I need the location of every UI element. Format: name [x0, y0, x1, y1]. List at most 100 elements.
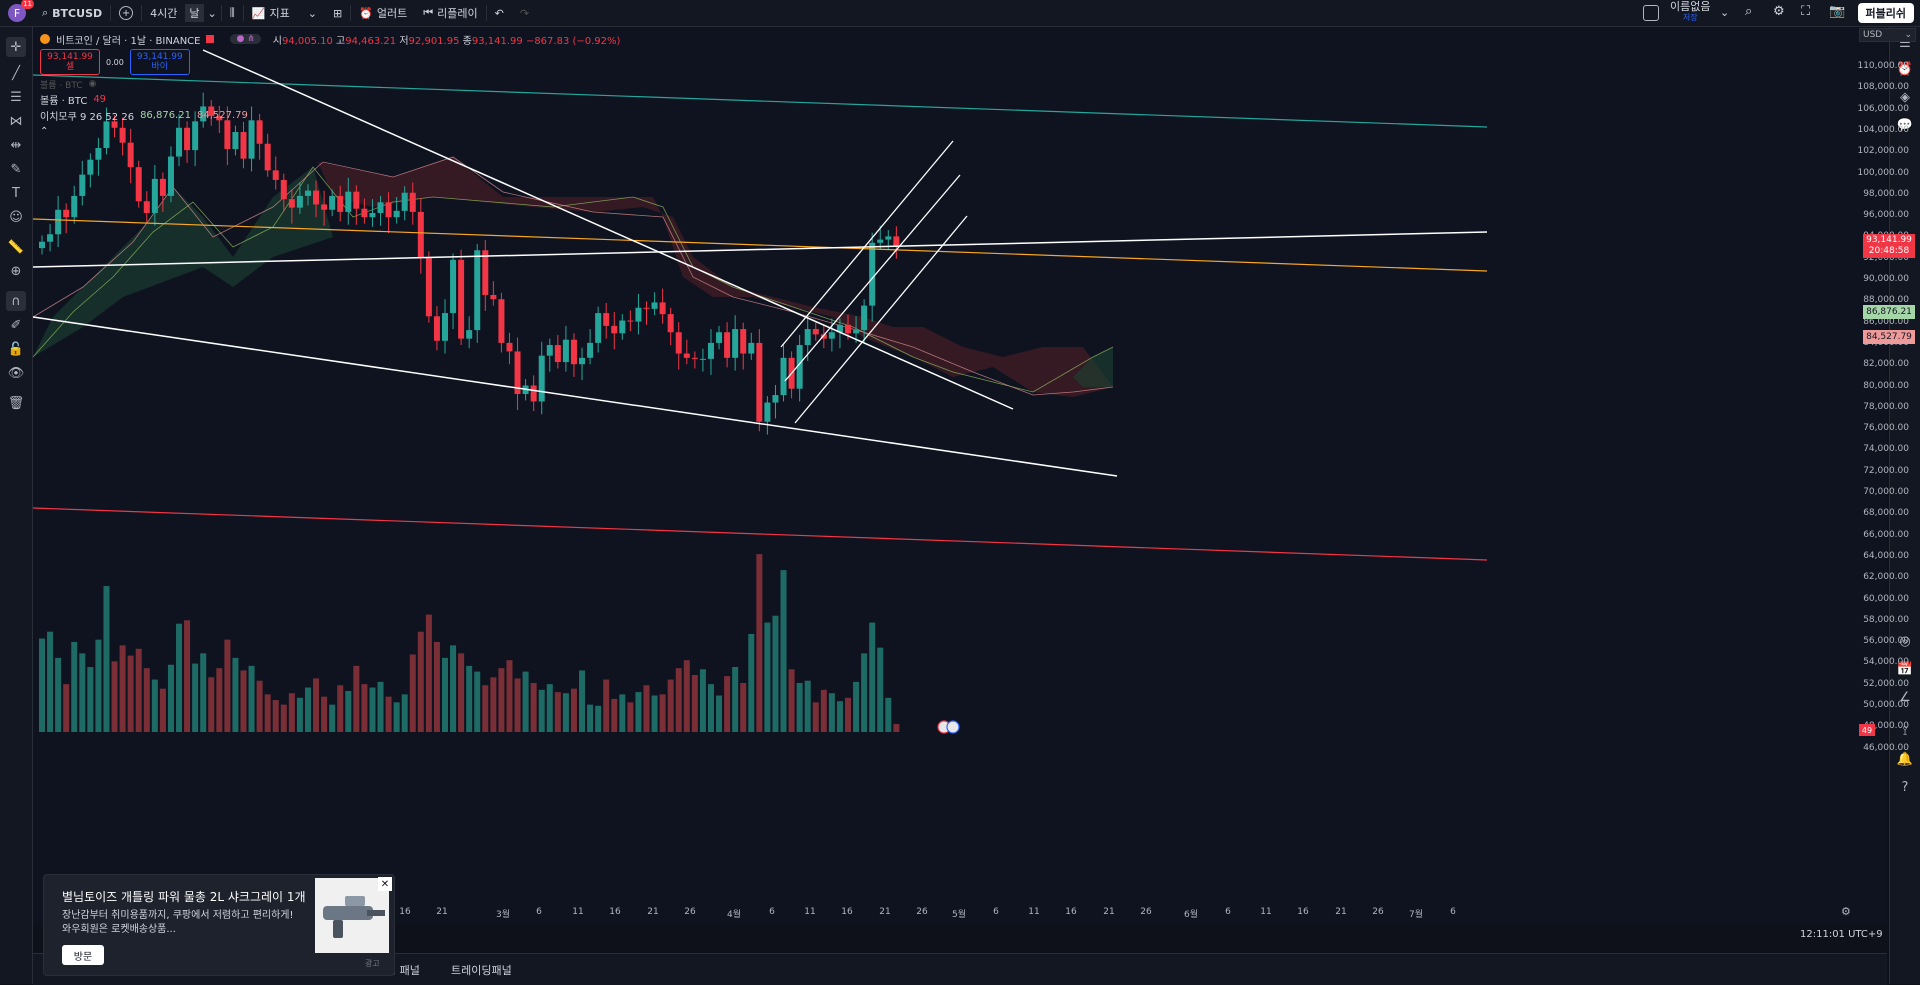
fullscreen-icon[interactable]: ⛶: [1801, 4, 1811, 19]
target-icon[interactable]: ◎: [1899, 633, 1911, 649]
trash-icon[interactable]: 🗑: [7, 395, 25, 411]
ad-title[interactable]: 별님토이즈 개틀링 파워 물총 2L 샤크그레이 1개: [62, 890, 306, 904]
chart-pane[interactable]: 비트코인 / 달러 · 1날 · BINANCE ● ⋔ 시94,005.10 …: [33, 27, 1916, 923]
interval-4h-button[interactable]: 4시간: [150, 7, 178, 20]
pattern-icon[interactable]: ⋈: [9, 113, 23, 129]
sell-button[interactable]: 93,141.99 셀: [40, 49, 100, 75]
templates-button[interactable]: ⊞: [325, 0, 350, 26]
user-avatar[interactable]: F 11: [8, 0, 34, 22]
ad-banner[interactable]: 별님토이즈 개틀링 파워 물총 2L 샤크그레이 1개 장난감부터 취미용품까지…: [43, 874, 395, 976]
alert-button[interactable]: ⏰ 얼러트: [351, 0, 415, 26]
alarm-clock-icon: ⏰: [359, 6, 373, 20]
brush-icon[interactable]: ✎: [10, 161, 22, 177]
eye-slash-icon[interactable]: ◉: [88, 79, 97, 89]
alerts-clock-icon[interactable]: ⏰: [1896, 61, 1914, 77]
lock-icon[interactable]: 🔓: [7, 341, 25, 357]
emoji-icon[interactable]: ☺: [9, 209, 23, 225]
price-tick: 48,000.00: [1863, 721, 1909, 732]
candle-body: [159, 178, 166, 196]
volume-bar: [546, 684, 553, 732]
layout-checkbox-icon[interactable]: [1643, 5, 1659, 21]
candle-body: [877, 239, 884, 243]
clock-label[interactable]: 12:11:01 UTC+9: [1800, 929, 1883, 940]
price-axis[interactable]: USD ⌄ 110,000.00 108,000.00 106,000.00 104,0…: [1855, 27, 1920, 907]
camera-icon[interactable]: 📷: [1829, 4, 1846, 19]
indicators-label: 지표: [269, 7, 290, 20]
volume-bar: [619, 694, 626, 732]
trendline-icon[interactable]: ╱: [12, 65, 20, 81]
price-tick: 54,000.00: [1863, 657, 1909, 668]
candle-body: [321, 204, 328, 210]
layers-icon[interactable]: ◈: [1900, 89, 1910, 105]
share-dots-icon[interactable]: ● ⋔: [230, 34, 261, 44]
watchlist-icon[interactable]: ☰: [1899, 35, 1911, 51]
chart-type-button[interactable]: ⫼: [222, 0, 243, 26]
candle-body: [377, 202, 384, 213]
candle-body: [764, 402, 771, 422]
zoom-in-icon[interactable]: ⊕: [10, 263, 22, 279]
settings-gear-icon[interactable]: ⚙: [1773, 4, 1785, 19]
candle-body: [691, 357, 698, 359]
help-icon[interactable]: ?: [1901, 779, 1909, 795]
crosshair-icon[interactable]: ✛: [6, 37, 26, 57]
candle-body: [699, 358, 706, 360]
currency-select[interactable]: USD ⌄: [1859, 28, 1916, 42]
indicators-button[interactable]: 📈 지표 ⌄: [244, 0, 325, 26]
ad-visit-button[interactable]: 방문: [62, 945, 104, 965]
price-tick: 72,000.00: [1863, 465, 1909, 476]
quick-search-icon[interactable]: ⌕: [1745, 4, 1753, 19]
text-icon[interactable]: T: [12, 185, 20, 201]
fib-icon[interactable]: ☰: [10, 89, 22, 105]
candle-body: [570, 339, 577, 365]
ruler-icon[interactable]: 📏: [7, 239, 25, 255]
volume-legend-row[interactable]: 볼륨 · BTC 49: [40, 91, 620, 107]
price-tick: 102,000.00: [1857, 146, 1909, 157]
magnet-icon[interactable]: ∩: [6, 291, 26, 311]
volume-bar: [885, 697, 892, 732]
candle-body: [47, 234, 54, 242]
collapse-legend[interactable]: ⌃: [40, 123, 620, 139]
axis-settings-gear-icon[interactable]: ⚙: [1841, 905, 1851, 918]
hidden-volume-row[interactable]: 볼륨 · BTC ◉: [40, 77, 620, 91]
candle-body: [853, 330, 860, 334]
ichimoku-legend-row[interactable]: 이치모쿠 9 26 52 26 86,876.21 84,527.79: [40, 107, 620, 123]
replay-button[interactable]: ⏮ 리플레이: [415, 0, 485, 26]
interval-day-button[interactable]: 날: [185, 4, 204, 22]
volume-bar: [71, 641, 78, 732]
volume-bar: [611, 698, 618, 732]
broadcast-icon[interactable]: ⟟: [1902, 723, 1908, 739]
chevron-up-icon[interactable]: ⌃: [40, 125, 49, 137]
candle-body: [442, 313, 448, 341]
symbol-search-button[interactable]: ⌕ BTCUSD: [34, 0, 110, 26]
close-icon[interactable]: ✕: [378, 877, 392, 891]
ad-product-image[interactable]: [315, 878, 389, 953]
time-axis[interactable]: 6 11 16 21 3월 6 11 16 21 26 4월 6 11 16 21 26 5월 6 11 16 21 26…: [33, 904, 1855, 920]
time-tick: 16: [399, 907, 411, 917]
buy-button[interactable]: 93,141.99 바이: [129, 49, 190, 75]
compare-button[interactable]: +: [111, 0, 141, 26]
calendar-icon[interactable]: 📅: [1896, 661, 1914, 677]
candle-body: [425, 257, 432, 317]
layout-name-button[interactable]: 이름없음 저장: [1670, 1, 1710, 23]
chat-icon[interactable]: 💬: [1896, 117, 1914, 133]
volume-bar: [756, 554, 763, 732]
stay-drawing-icon[interactable]: ✐: [10, 317, 22, 333]
redo-button[interactable]: ↷: [512, 0, 537, 26]
channel-line-upper: [780, 140, 954, 348]
notification-bell-icon[interactable]: 🔔: [1896, 751, 1914, 767]
price-chart-canvas[interactable]: [33, 27, 1855, 904]
undo-button[interactable]: ↶: [487, 0, 512, 26]
eye-icon[interactable]: 👁: [7, 365, 25, 381]
trading-panel-tab[interactable]: 트레이딩패널: [451, 964, 512, 977]
candle-body: [95, 148, 102, 160]
interval-dropdown[interactable]: ⌄: [204, 0, 221, 26]
flag-icon[interactable]: [206, 35, 215, 43]
high-label: 고: [336, 35, 346, 47]
span-a-label: 86,876.21: [1863, 305, 1915, 320]
price-tick: 76,000.00: [1863, 423, 1909, 434]
publish-button[interactable]: 퍼블리쉬: [1857, 3, 1914, 23]
chevron-down-icon[interactable]: ⌄: [1720, 6, 1730, 19]
pine-editor-icon[interactable]: ∠: [1899, 689, 1911, 705]
forecast-icon[interactable]: ⇹: [10, 137, 22, 153]
volume-bar: [425, 614, 432, 732]
